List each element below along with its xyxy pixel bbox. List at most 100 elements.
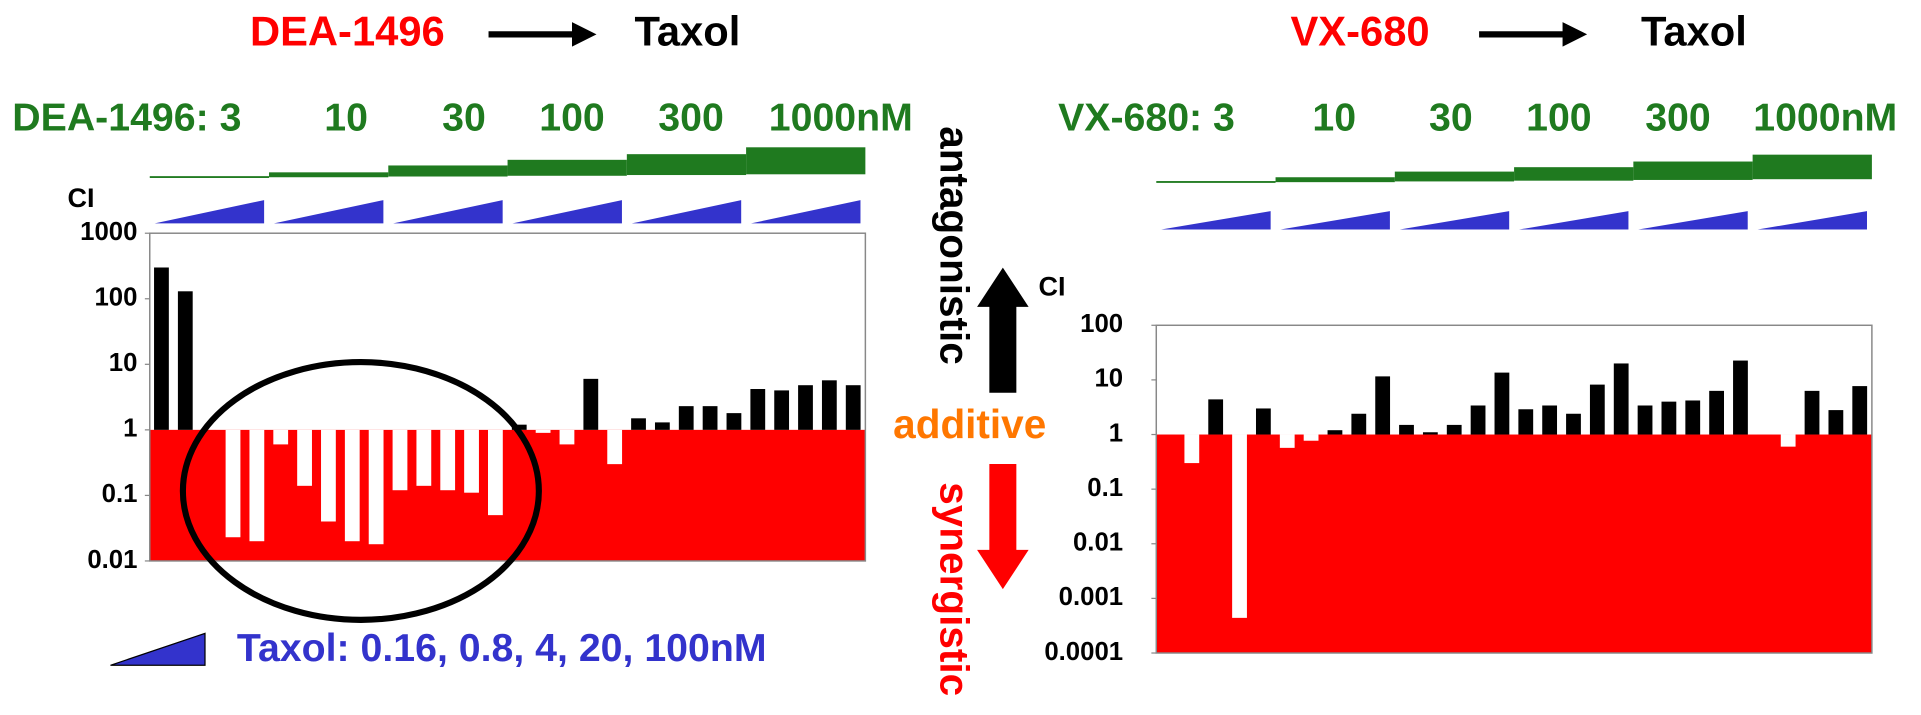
drug-title: VX-680 (1290, 7, 1429, 54)
dose-label: 300 (1645, 96, 1711, 140)
partner-title: Taxol (1641, 7, 1747, 54)
y-tick-label: 10 (109, 349, 138, 377)
taxol-wedge (110, 632, 206, 666)
bar (1232, 434, 1247, 618)
y-tick-label: 0.0001 (1044, 638, 1123, 666)
taxol-wedge (751, 200, 861, 224)
synergy-region (1156, 434, 1872, 654)
drug-title: DEA-1496 (250, 7, 445, 54)
bar (1375, 376, 1391, 435)
taxol-wedge (1518, 211, 1629, 230)
y-tick-label: 10 (1094, 365, 1123, 393)
dose-label: 1000nM (769, 96, 913, 140)
bar (1255, 408, 1271, 435)
dose-label: DEA-1496: 3 (12, 96, 241, 140)
bar (607, 429, 623, 465)
bar (344, 429, 360, 542)
bar (1303, 434, 1319, 441)
bar (392, 429, 408, 491)
taxol-wedge (631, 200, 742, 224)
dose-label: 300 (658, 96, 724, 140)
bar (1351, 413, 1367, 435)
bar (1685, 400, 1701, 435)
taxol-wedge (512, 200, 622, 224)
bar (249, 429, 265, 542)
bar (535, 429, 551, 433)
bar (1589, 384, 1605, 435)
bar (154, 267, 169, 430)
bar (1828, 410, 1844, 435)
dose-step (388, 165, 508, 177)
dose-step (1633, 161, 1753, 180)
bar (1208, 399, 1224, 435)
bar (1494, 372, 1510, 435)
dose-step (507, 159, 627, 176)
bar (321, 429, 336, 522)
taxol-wedge (1161, 211, 1271, 230)
taxol-wedge (273, 200, 384, 224)
dose-label: 30 (1429, 96, 1473, 140)
y-tick-label: 0.1 (102, 480, 138, 508)
down-arrow (977, 463, 1029, 590)
bar (845, 385, 861, 430)
bar (1566, 413, 1581, 435)
y-tick-label: 1 (1109, 419, 1123, 447)
bar (1518, 409, 1534, 435)
bar (1399, 424, 1414, 435)
ci-label: CI (1038, 272, 1065, 302)
highlight-ellipse (179, 359, 542, 623)
taxol-legend: Taxol: 0.16, 0.8, 4, 20, 100nM (237, 626, 767, 670)
dose-label: 100 (1526, 96, 1592, 140)
bar (297, 429, 312, 486)
dose-label: 10 (1312, 96, 1356, 140)
bar (1542, 405, 1558, 435)
bar (1733, 360, 1748, 435)
bar (1279, 434, 1295, 448)
dose-label: 100 (539, 96, 605, 140)
bar (750, 389, 766, 430)
y-tick-label: 0.1 (1087, 474, 1123, 502)
bar (631, 418, 646, 430)
dose-label: 1000nM (1753, 96, 1897, 140)
bar (1661, 401, 1677, 435)
bar (488, 429, 503, 516)
dose-step (269, 172, 389, 178)
y-tick-label: 1000 (80, 218, 137, 246)
y-tick-label: 0.01 (87, 546, 137, 574)
additive-label: additive (893, 401, 1046, 447)
bar (702, 406, 718, 430)
dose-label: VX-680: 3 (1058, 96, 1235, 140)
dose-step (1394, 171, 1515, 182)
antagonistic-label: antagonistic (932, 126, 978, 365)
bar (798, 385, 813, 430)
synergistic-label: synergistic (932, 482, 978, 696)
bar (1184, 434, 1200, 464)
y-axis-label: CI (68, 183, 95, 213)
bar (416, 429, 432, 486)
bar (821, 380, 837, 430)
bar (559, 429, 575, 445)
bar (774, 390, 790, 430)
bar (273, 429, 289, 445)
bar (1470, 405, 1486, 435)
bar (1327, 430, 1343, 435)
dose-step (1275, 177, 1395, 183)
bar (225, 429, 241, 538)
taxol-wedge (1757, 211, 1867, 230)
taxol-wedge (393, 200, 503, 224)
bar (726, 413, 742, 430)
bar (583, 378, 599, 430)
y-tick-label: 0.001 (1059, 583, 1123, 611)
bar (1852, 386, 1868, 435)
synergy-region (149, 429, 866, 561)
up-arrow (977, 267, 1029, 393)
bar (654, 422, 670, 430)
bar (368, 429, 384, 545)
bar (464, 429, 479, 493)
y-tick-label: 100 (94, 284, 137, 312)
dose-label: 10 (324, 96, 368, 140)
dose-step (1156, 181, 1276, 183)
bar (1446, 424, 1462, 435)
bar (1637, 405, 1653, 435)
dose-label: 30 (442, 96, 486, 140)
